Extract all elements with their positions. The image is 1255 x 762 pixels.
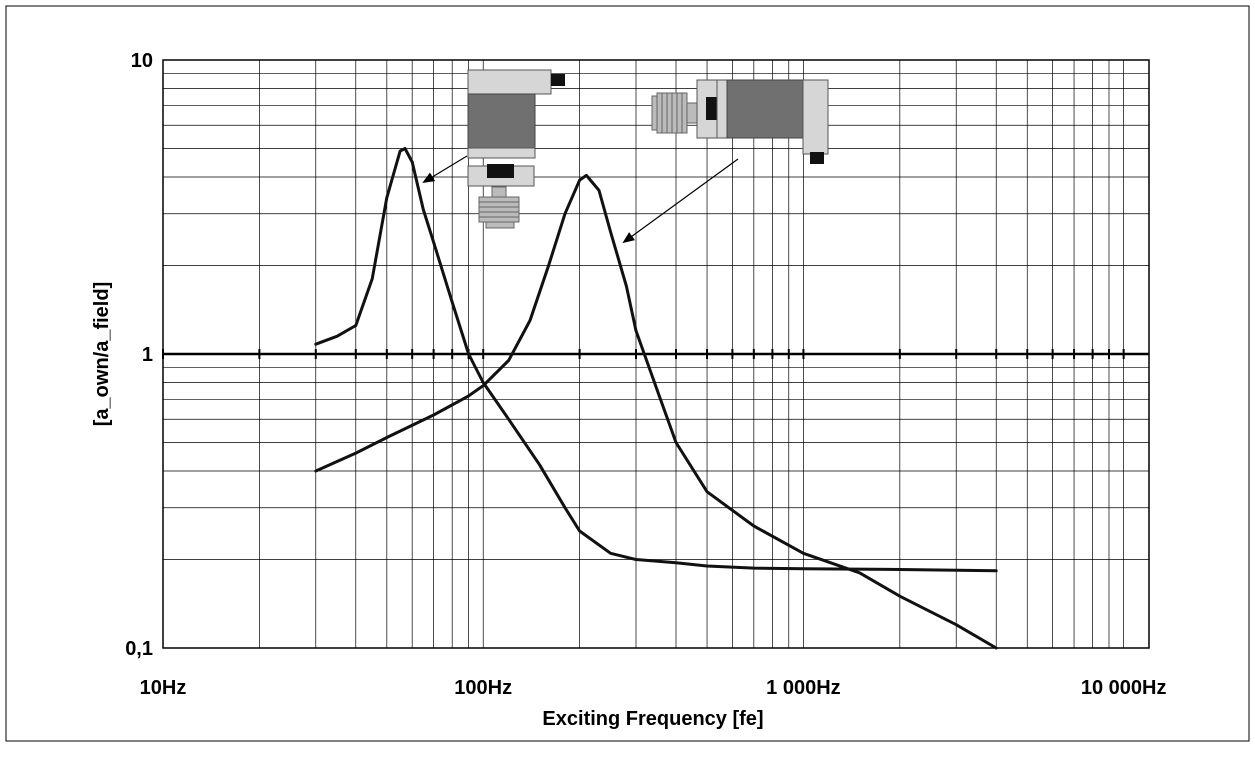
horizontal-sensor-fins bbox=[651, 92, 698, 134]
series-line-2 bbox=[314, 173, 998, 650]
sensor-base-connector bbox=[487, 164, 514, 178]
sensor-body bbox=[467, 93, 536, 149]
sensor-top-cap bbox=[467, 69, 552, 95]
horizontal-sensor-band bbox=[716, 79, 728, 139]
y-tick-label: 0,1 bbox=[125, 638, 153, 660]
sensor-top-connector bbox=[551, 74, 565, 86]
y-axis-label: [a_own/a_field] bbox=[91, 282, 113, 426]
y-tick-labels: 10 1 0,1 bbox=[125, 50, 153, 660]
horizontal-sensor-illustration bbox=[651, 79, 829, 164]
outer-border bbox=[5, 5, 1250, 742]
y-tick-label: 1 bbox=[142, 344, 153, 366]
x-tick-label: 100Hz bbox=[454, 677, 512, 699]
x-tick-label: 10Hz bbox=[140, 677, 187, 699]
sensor-band bbox=[467, 147, 536, 159]
x-tick-label: 10 000Hz bbox=[1081, 677, 1167, 699]
vertical-sensor-illustration bbox=[467, 69, 565, 229]
series-group bbox=[314, 147, 998, 650]
vertical-sensor-fins bbox=[478, 186, 520, 229]
y-tick-label: 10 bbox=[131, 50, 153, 72]
horizontal-sensor-body bbox=[726, 79, 804, 139]
arrow-to-second-curve bbox=[622, 158, 739, 244]
x-tick-label: 1 000Hz bbox=[766, 677, 841, 699]
horizontal-sensor-cap bbox=[802, 79, 829, 155]
arrow-to-first-curve bbox=[422, 155, 468, 184]
horizontal-sensor-connector bbox=[810, 152, 824, 164]
x-axis-label: Exciting Frequency [fe] bbox=[542, 708, 763, 730]
axes bbox=[162, 59, 1150, 649]
x-tick-labels: 10Hz 100Hz 1 000Hz 10 000Hz bbox=[140, 677, 1167, 699]
series-line-1 bbox=[314, 147, 998, 573]
